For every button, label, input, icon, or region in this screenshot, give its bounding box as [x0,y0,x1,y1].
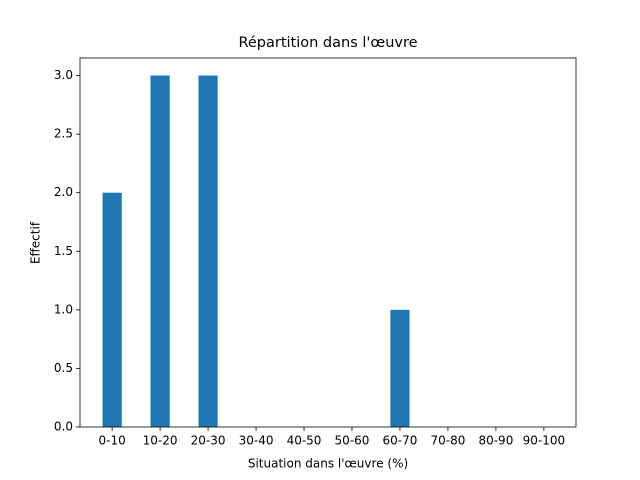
y-tick-label: 3.0 [54,68,73,82]
x-tick-label: 50-60 [335,434,370,448]
bar [198,75,218,428]
x-tick-label: 40-50 [287,434,322,448]
y-tick-label: 2.0 [54,185,73,199]
bar [102,192,122,427]
x-tick-label: 80-90 [478,434,513,448]
bar [150,75,170,428]
x-axis-label: Situation dans l'œuvre (%) [248,457,408,471]
plot-frame [79,57,577,428]
x-tick-label: 20-30 [191,434,226,448]
y-axis-label: Effectif [29,221,43,264]
bar [390,309,410,427]
y-tick-label: 1.0 [54,302,73,316]
x-tick-label: 90-100 [523,434,566,448]
x-tick-label: 60-70 [383,434,418,448]
x-tick-label: 0-10 [99,434,126,448]
y-tick-label: 0.0 [54,420,73,434]
y-tick-label: 0.5 [54,361,73,375]
y-tick-label: 2.5 [54,127,73,141]
chart-title: Répartition dans l'œuvre [238,35,417,51]
x-tick-label: 30-40 [239,434,274,448]
x-tick-label: 10-20 [143,434,178,448]
x-tick-label: 70-80 [430,434,465,448]
y-tick-label: 1.5 [54,244,73,258]
